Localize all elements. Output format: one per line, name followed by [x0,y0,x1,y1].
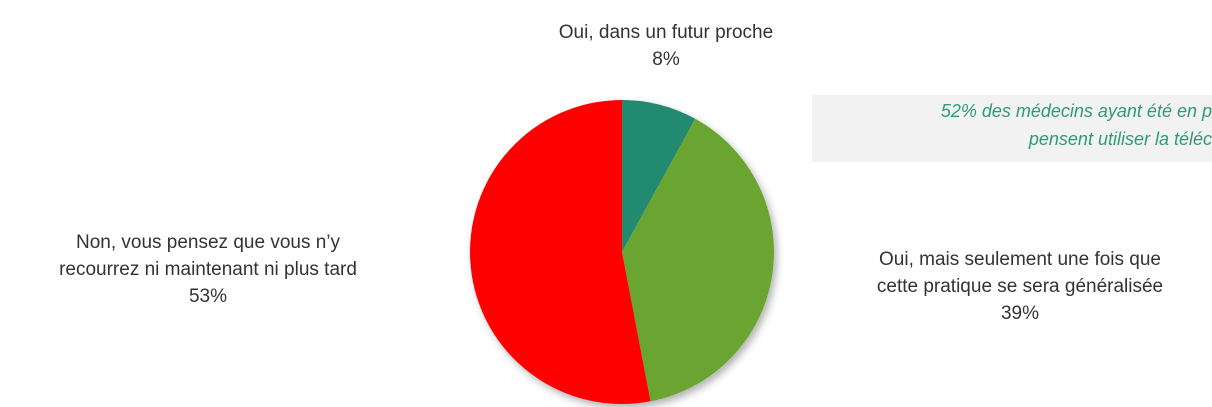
slice-label: Oui, dans un futur proche [559,22,773,43]
annotation: 52% des médecins ayant été en p [941,101,1212,121]
annotation-box [812,95,1212,162]
value-label: 8% [652,49,680,70]
value-label: 39% [1001,303,1039,324]
pie [470,100,775,404]
slice-label: cette pratique se sera généralisée [877,276,1163,297]
pie-slice [622,100,696,252]
pie-slice [470,100,651,404]
annotation: pensent utiliser la téléc [1028,129,1212,149]
value-label: 53% [189,286,227,307]
slice-label: Non, vous pensez que vous n’y [76,232,341,253]
pie-slice [622,118,775,402]
slice-label: Oui, mais seulement une fois que [879,249,1161,270]
slice-label: recourrez ni maintenant ni plus tard [59,259,357,280]
